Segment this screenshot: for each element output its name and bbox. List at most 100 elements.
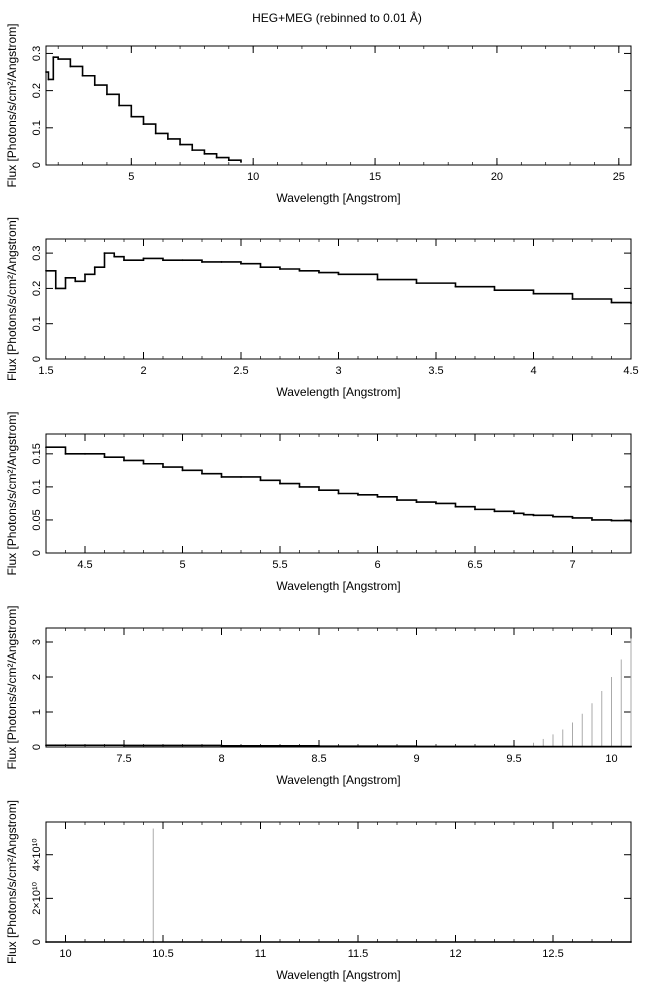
data-point: [45, 269, 47, 272]
data-point: [415, 501, 418, 503]
y-tick-label: 0.3: [31, 245, 43, 260]
x-tick-label: 11.5: [348, 948, 369, 960]
y-tick-label: 0: [31, 162, 43, 168]
data-point: [259, 479, 262, 482]
data-point: [181, 469, 184, 472]
x-axis-label: Wavelength [Angstrom]: [276, 385, 400, 399]
data-point: [259, 266, 262, 269]
data-point: [69, 65, 72, 68]
plot-frame: [45, 45, 632, 166]
y-tick-label: 0: [31, 939, 43, 945]
y-tick-label: 0.05: [31, 509, 43, 530]
x-tick-label: 10.5: [152, 948, 173, 960]
panel-1: 5 10 15 20 25 0 0.1 0.2 0.3 Wavelength [Angstrom]…: [5, 23, 632, 205]
data-point: [220, 744, 223, 747]
x-tick-label: 9.5: [506, 753, 521, 765]
data-point: [630, 302, 632, 305]
x-tick-label: 10: [605, 753, 617, 765]
data-point: [318, 271, 320, 274]
data-point: [45, 71, 47, 73]
data-point: [318, 745, 320, 748]
data-point: [118, 104, 121, 107]
data-point: [279, 268, 281, 270]
data-point: [106, 93, 108, 96]
data-point: [396, 499, 398, 502]
y-tick-label: 0.2: [31, 281, 43, 296]
data-point: [415, 745, 418, 748]
x-tick-label: 6.5: [467, 559, 482, 571]
y-tick-label: 0.15: [31, 443, 43, 464]
data-point: [279, 482, 281, 485]
data-point: [84, 452, 86, 455]
data-point: [152, 941, 155, 943]
x-tick-label: 3.5: [428, 365, 443, 377]
y-tick-label: 4×10¹⁰: [31, 838, 43, 871]
data-point: [74, 280, 77, 283]
data-point: [318, 489, 320, 492]
data-point: [142, 123, 145, 125]
y-tick-label: 0: [31, 744, 43, 750]
data-point: [201, 261, 203, 263]
data-point: [84, 273, 86, 276]
x-tick-label: 5: [128, 171, 134, 183]
x-axis-label: Wavelength [Angstrom]: [276, 773, 400, 787]
data-point: [45, 941, 47, 943]
x-tick-label: 2: [140, 365, 146, 377]
data-point: [181, 259, 184, 262]
data-point: [47, 78, 50, 81]
x-tick-label: 11: [255, 948, 266, 960]
y-tick-label: 1: [31, 709, 43, 715]
panel-5: 10 10.5 11 11.5 12 12.5 0 2×10¹⁰ 4×10¹⁰ Wavelengt…: [5, 800, 632, 982]
data-point: [123, 459, 125, 462]
data-point: [123, 259, 125, 262]
panel-4: 7.5 8 8.5 9 9.5 10 0 1 2 3 Wavelength [Angstrom] Fl…: [5, 605, 632, 787]
data-point: [571, 298, 574, 300]
series-1-line: [46, 252, 632, 304]
data-point: [191, 149, 194, 152]
data-point: [103, 456, 106, 459]
data-point: [571, 517, 574, 519]
data-point: [45, 446, 47, 449]
data-point: [179, 143, 181, 146]
x-tick-label: 10: [59, 948, 71, 960]
data-point: [630, 745, 632, 748]
data-point: [522, 513, 525, 516]
data-point: [454, 505, 457, 508]
y-axis-label: Flux [Photons/s/cm²/Angstrom]: [5, 411, 19, 575]
y-tick-label: 2: [31, 674, 43, 680]
data-point: [240, 161, 242, 163]
y-axis-label: Flux [Photons/s/cm²/Angstrom]: [5, 800, 19, 964]
data-point: [513, 512, 515, 515]
panel-3: 4.5 5 5.5 6 6.5 7 0 0.05 0.1 0.15 Wavelength [Angs…: [5, 411, 632, 593]
x-tick-label: 5: [179, 559, 185, 571]
x-axis-label: Wavelength [Angstrom]: [276, 579, 400, 593]
data-point: [435, 502, 437, 505]
data-point: [298, 485, 301, 488]
data-point: [630, 941, 632, 943]
data-point: [493, 289, 496, 292]
y-tick-label: 0: [31, 356, 43, 362]
x-tick-label: 20: [491, 171, 503, 183]
series-1-line: [46, 446, 632, 522]
data-point: [220, 261, 223, 263]
x-tick-label: 4.5: [623, 365, 638, 377]
data-point: [532, 292, 535, 295]
y-tick-label: 0: [31, 550, 43, 556]
data-point: [166, 138, 169, 140]
x-tick-label: 12.5: [542, 948, 563, 960]
data-point: [630, 521, 632, 523]
data-point: [154, 132, 157, 135]
data-point: [376, 495, 379, 498]
data-point: [162, 259, 164, 262]
data-point: [493, 510, 496, 513]
data-point: [474, 508, 476, 511]
data-point: [93, 84, 96, 86]
y-tick-label: 0.1: [31, 479, 43, 494]
data-point: [201, 472, 203, 475]
data-point: [240, 262, 242, 265]
data-point: [103, 252, 106, 255]
x-tick-label: 9: [413, 753, 419, 765]
data-point: [552, 515, 554, 518]
x-tick-label: 7.5: [116, 753, 131, 765]
